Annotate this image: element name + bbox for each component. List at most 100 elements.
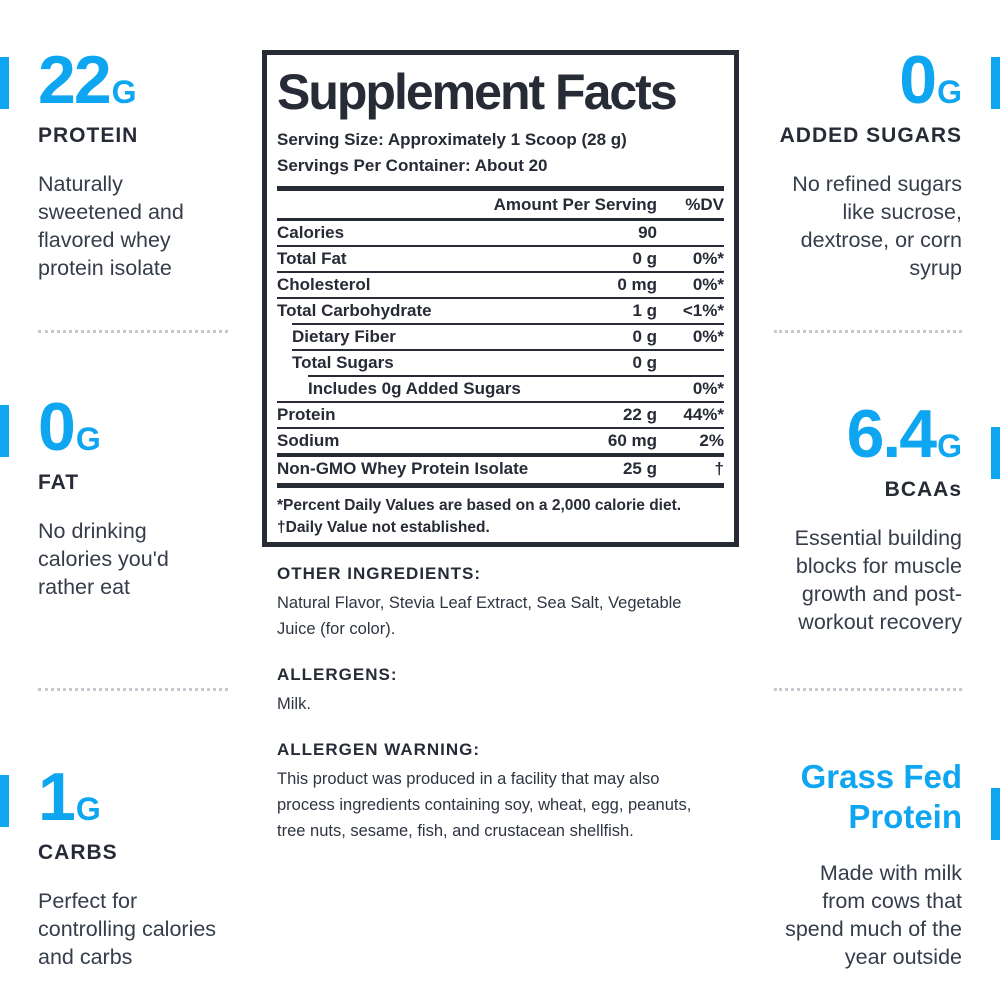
stat-bcaas: 6.4G BCAAs Essential building blocks for…: [795, 400, 962, 636]
percent-dv-header: %DV: [685, 194, 724, 214]
carbs-value: 1: [38, 759, 76, 835]
facts-rows: Calories 90 Total Fat 0 g 0%* Cholesterol 0 mg…: [277, 221, 724, 481]
facts-thick-rule-bottom: [277, 483, 724, 488]
nutrient-name: Cholesterol: [277, 275, 371, 294]
allergens-heading: ALLERGENS:: [277, 665, 398, 684]
servings-per-container: Servings Per Container: About 20: [277, 156, 548, 175]
facts-row: Protein 22 g 44%*: [277, 403, 724, 427]
accent-bar-protein: [0, 57, 9, 109]
accent-bar-carbs: [0, 775, 9, 827]
protein-unit: G: [111, 74, 137, 110]
nutrient-amount: 1 g: [632, 301, 657, 320]
allergens-body: Milk.: [277, 695, 311, 713]
protein-label: PROTEIN: [38, 124, 139, 147]
added-sugars-value: 0: [899, 42, 937, 118]
row-separator: [292, 323, 724, 325]
carbs-label: CARBS: [38, 841, 118, 864]
stat-fat: 0G FAT No drinking calories you'd rather…: [38, 393, 169, 601]
nutrient-dv: <1%*: [682, 301, 724, 320]
footnote-dv-not-established: †Daily Value not established.: [277, 519, 490, 536]
bcaas-unit: G: [937, 428, 962, 464]
allergen-warning-section: ALLERGEN WARNING: This product was produ…: [277, 740, 732, 844]
accent-bar-grass-fed: [991, 788, 1000, 840]
accent-bar-bcaas: [991, 427, 1000, 479]
fat-value: 0: [38, 389, 76, 465]
row-separator: [308, 375, 724, 377]
facts-row: Total Fat 0 g 0%*: [277, 247, 724, 271]
fat-description: No drinking calories you'd rather eat: [38, 519, 169, 599]
nutrient-dv: †: [714, 459, 724, 478]
nutrient-amount: 0 mg: [617, 275, 657, 294]
added-sugars-description: No refined sugars like sucrose, dextrose…: [792, 172, 962, 280]
nutrient-name: Total Carbohydrate: [277, 301, 432, 320]
stat-protein: 22G PROTEIN Naturally sweetened and flav…: [38, 46, 184, 282]
nutrient-name: Protein: [277, 405, 336, 424]
added-sugars-unit: G: [937, 74, 962, 110]
nutrient-dv: 0%*: [692, 379, 724, 398]
facts-row: Sodium 60 mg 2%: [277, 429, 724, 453]
supplement-facts-panel: Supplement Facts Serving Size: Approxima…: [262, 50, 739, 547]
divider-left-2: [38, 688, 228, 691]
row-separator: [292, 349, 724, 351]
row-separator: [277, 271, 724, 273]
nutrient-amount: 0 g: [632, 327, 657, 346]
protein-description: Naturally sweetened and flavored whey pr…: [38, 172, 184, 280]
carbs-grams: 1G: [38, 763, 216, 831]
facts-row: Total Carbohydrate 1 g <1%*: [277, 299, 724, 323]
bcaas-label: BCAAs: [884, 478, 962, 501]
nutrient-name: Includes 0g Added Sugars: [308, 379, 521, 398]
protein-grams: 22G: [38, 46, 184, 114]
allergen-warning-body: This product was produced in a facility …: [277, 770, 692, 840]
nutrient-amount: 60 mg: [607, 431, 657, 450]
facts-row: Cholesterol 0 mg 0%*: [277, 273, 724, 297]
bcaas-value: 6.4: [846, 396, 938, 472]
facts-row: Non-GMO Whey Protein Isolate 25 g †: [277, 457, 724, 481]
nutrient-amount: 25 g: [622, 459, 657, 478]
fat-label: FAT: [38, 471, 80, 494]
stat-carbs: 1G CARBS Perfect for controlling calorie…: [38, 763, 216, 971]
carbs-unit: G: [75, 791, 101, 827]
grass-fed-description: Made with milk from cows that spend much…: [785, 861, 962, 969]
row-separator: [277, 427, 724, 429]
allergen-warning-heading: ALLERGEN WARNING:: [277, 740, 481, 759]
row-separator: [277, 453, 724, 457]
facts-row: Dietary Fiber 0 g 0%*: [277, 325, 724, 349]
other-ingredients-body: Natural Flavor, Stevia Leaf Extract, Sea…: [277, 594, 682, 638]
nutrient-amount: 22 g: [622, 405, 657, 424]
nutrient-dv: 0%*: [692, 327, 724, 346]
nutrient-dv: 2%: [699, 431, 724, 450]
fat-grams: 0G: [38, 393, 169, 461]
bcaas-grams: 6.4G: [795, 400, 962, 468]
info-sections: OTHER INGREDIENTS: Natural Flavor, Stevi…: [277, 564, 732, 867]
row-separator: [277, 297, 724, 299]
nutrient-amount: 90: [638, 223, 657, 242]
stat-grass-fed: Grass Fed Protein Made with milk from co…: [785, 757, 962, 971]
nutrient-name: Sodium: [277, 431, 340, 450]
other-ingredients-section: OTHER INGREDIENTS: Natural Flavor, Stevi…: [277, 564, 732, 642]
facts-row: Calories 90: [277, 221, 724, 245]
divider-right-1: [774, 330, 962, 333]
nutrient-name: Total Sugars: [292, 353, 394, 372]
footnote-daily-values: *Percent Daily Values are based on a 2,0…: [277, 497, 682, 514]
accent-bar-fat: [0, 405, 9, 457]
facts-row: Includes 0g Added Sugars 0%*: [277, 377, 724, 401]
added-sugars-grams: 0G: [780, 46, 962, 114]
divider-left-1: [38, 330, 228, 333]
row-separator: [277, 401, 724, 403]
nutrient-dv: 0%*: [692, 275, 724, 294]
protein-value: 22: [38, 42, 112, 118]
nutrient-amount: 0 g: [632, 249, 657, 268]
nutrient-dv: 44%*: [683, 405, 724, 424]
amount-per-serving-header: Amount Per Serving: [493, 194, 657, 214]
row-separator: [277, 245, 724, 247]
facts-row: Total Sugars 0 g: [277, 351, 724, 375]
bcaas-description: Essential building blocks for muscle gro…: [794, 526, 962, 634]
facts-column-header: Amount Per Serving %DV: [277, 191, 724, 221]
nutrient-dv: 0%*: [692, 249, 724, 268]
facts-title: Supplement Facts: [277, 64, 678, 120]
grass-fed-heading: Grass Fed Protein: [800, 758, 962, 835]
carbs-description: Perfect for controlling calories and car…: [38, 889, 217, 969]
fat-unit: G: [75, 421, 101, 457]
other-ingredients-heading: OTHER INGREDIENTS:: [277, 564, 482, 583]
